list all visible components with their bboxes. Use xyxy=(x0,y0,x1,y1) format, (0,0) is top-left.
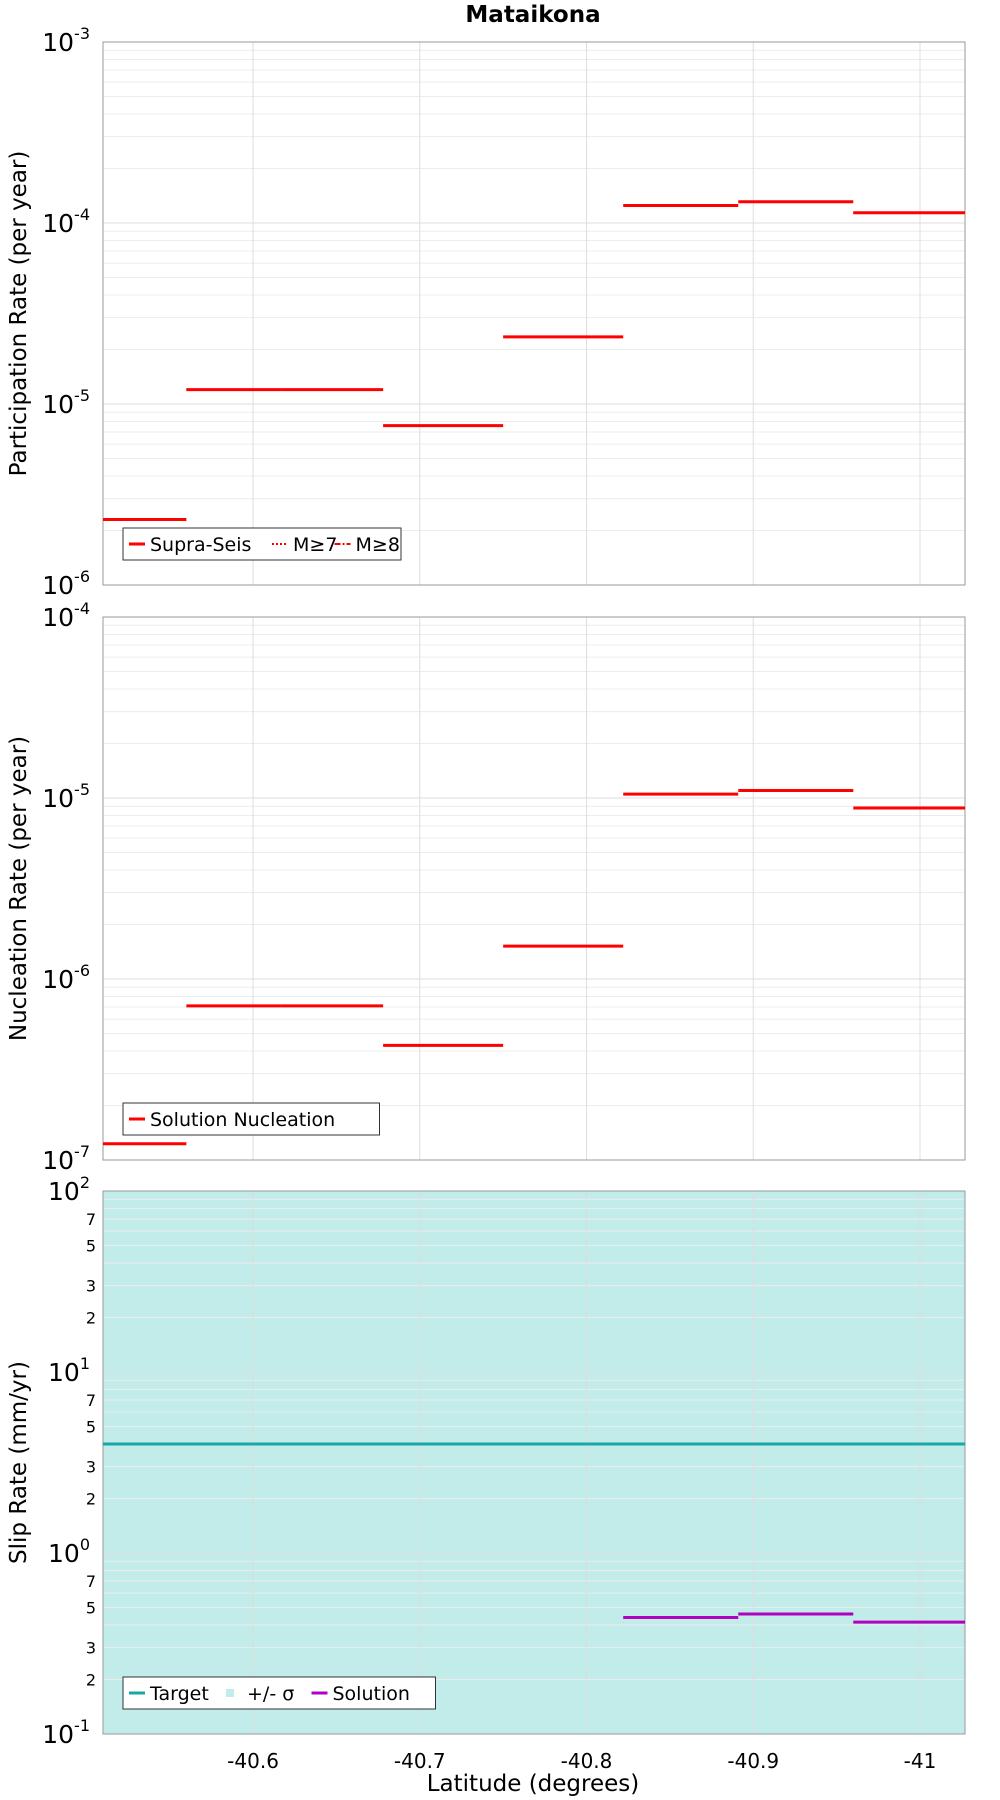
plot-area xyxy=(103,617,965,1160)
legend: Supra-Seis M≥7 M≥8 xyxy=(122,527,402,561)
y-minor-tick-label: 5 xyxy=(86,1598,96,1617)
y-tick-label: 10-6 xyxy=(42,567,90,600)
y-axis-label: Participation Rate (per year) xyxy=(6,151,32,477)
y-minor-tick-label: 3 xyxy=(86,1639,96,1658)
legend-label: M≥8 xyxy=(356,534,400,556)
y-minor-tick-label: 5 xyxy=(86,1417,96,1436)
panel-slip: 10-1 100 101 102 2 3 5 7 2 3 5 7 2 3 5 7 Slip Rate (mm/y… xyxy=(6,1173,966,1749)
y-minor-tick-label: 3 xyxy=(86,1458,96,1477)
x-tick-label: -40.8 xyxy=(561,1749,613,1773)
y-minor-tick-label: 7 xyxy=(86,1572,96,1591)
legend-box xyxy=(122,1676,436,1710)
y-tick-label: 10-5 xyxy=(42,780,90,813)
legend-box xyxy=(122,527,402,561)
plot-frame xyxy=(102,1190,966,1735)
y-minor-tick-label: 2 xyxy=(86,1309,96,1328)
y-tick-label: 10-5 xyxy=(42,386,90,419)
y-minor-tick-label: 7 xyxy=(86,1210,96,1229)
x-tick-label: -40.7 xyxy=(394,1749,446,1773)
legend-marker xyxy=(226,1689,234,1697)
y-tick-label: 10-4 xyxy=(42,599,90,632)
x-tick-label: -40.9 xyxy=(727,1749,779,1773)
y-tick-label: 102 xyxy=(48,1173,90,1206)
legend-label: Supra-Seis xyxy=(150,534,251,556)
x-tick-label: -40.6 xyxy=(227,1749,279,1773)
x-tick-label: -41 xyxy=(904,1749,937,1773)
y-tick-label: 10-3 xyxy=(42,24,90,57)
y-tick-label: 100 xyxy=(48,1535,90,1568)
plot-frame xyxy=(102,616,966,1161)
legend-label: M≥7 xyxy=(293,534,337,556)
y-tick-label: 10-1 xyxy=(42,1716,90,1749)
chart-panels: 10-6 10-5 10-4 10-3 Participation Rate (per … xyxy=(6,24,966,1773)
legend: Solution Nucleation xyxy=(122,1102,380,1136)
chart-title: Mataikona xyxy=(465,2,600,28)
grid-lines xyxy=(103,42,965,586)
panel-nucleation: 10-7 10-6 10-5 10-4 Nucleation Rate (per yea… xyxy=(6,599,966,1175)
y-axis-label: Nucleation Rate (per year) xyxy=(6,736,32,1041)
y-minor-tick-label: 2 xyxy=(86,1490,96,1509)
y-axis-label: Slip Rate (mm/yr) xyxy=(6,1361,32,1564)
legend-label: Target xyxy=(149,1683,209,1705)
y-tick-label: 10-7 xyxy=(42,1142,90,1175)
legend-box xyxy=(122,1102,380,1136)
panel-participation: 10-6 10-5 10-4 10-3 Participation Rate (per … xyxy=(6,24,966,600)
y-tick-label: 10-4 xyxy=(42,205,90,238)
x-axis-label: Latitude (degrees) xyxy=(427,1771,640,1797)
plot-frame xyxy=(102,41,966,586)
series-group xyxy=(103,1442,965,1624)
legend: Target +/- σ Solution xyxy=(122,1676,436,1710)
series-group xyxy=(103,789,965,1146)
grid-lines xyxy=(103,1191,965,1735)
y-tick-label: 101 xyxy=(48,1354,90,1387)
plot-area xyxy=(103,42,965,585)
y-minor-tick-label: 7 xyxy=(86,1391,96,1410)
y-minor-tick-label: 5 xyxy=(86,1236,96,1255)
y-minor-tick-label: 2 xyxy=(86,1671,96,1690)
legend-label: +/- σ xyxy=(247,1683,294,1705)
y-tick-label: 10-6 xyxy=(42,961,90,994)
legend-label: Solution Nucleation xyxy=(150,1109,335,1131)
legend-label: Solution xyxy=(333,1683,410,1705)
y-minor-tick-label: 3 xyxy=(86,1277,96,1296)
series-group xyxy=(103,200,965,522)
sigma-band xyxy=(103,1191,965,1734)
